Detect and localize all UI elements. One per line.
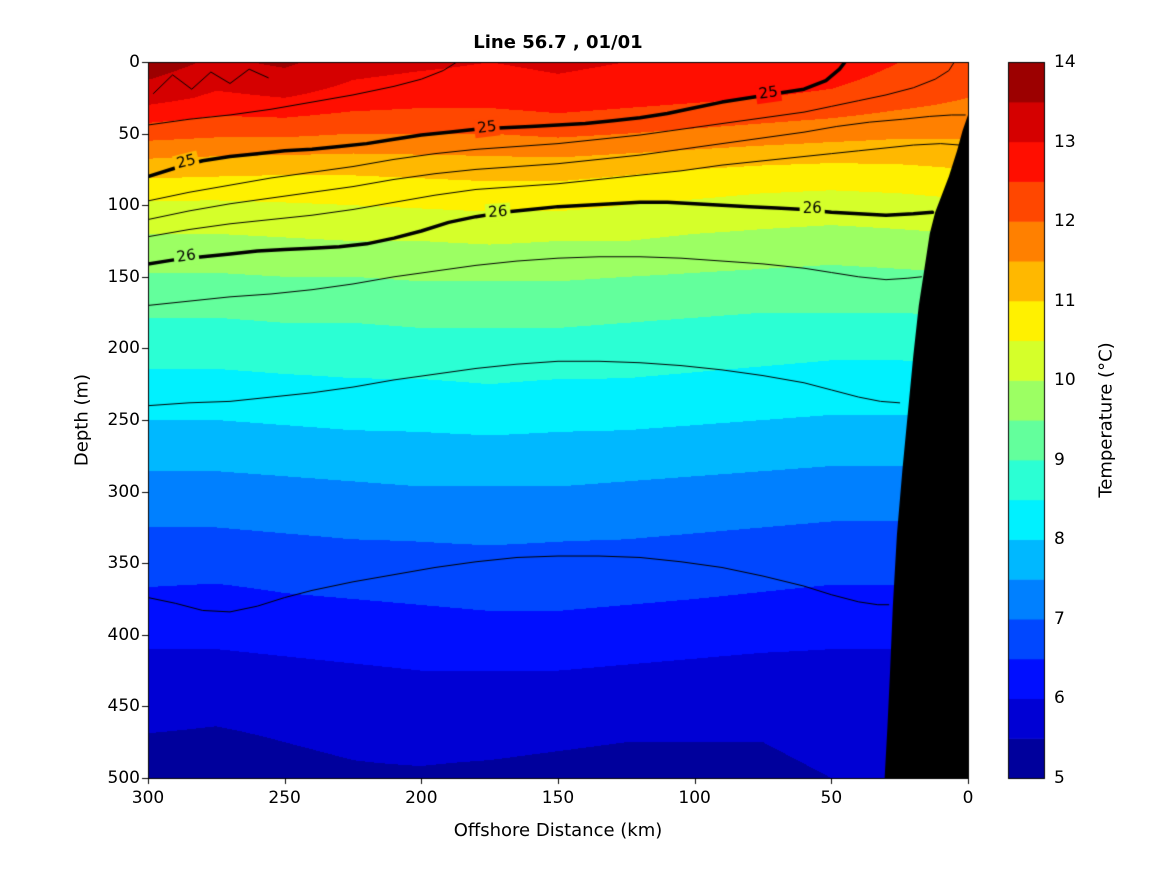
colorbar-tick-label: 13	[1054, 131, 1076, 152]
y-tick-label: 50	[118, 123, 140, 144]
x-axis-label: Offshore Distance (km)	[453, 820, 663, 841]
colorbar-tick-label: 9	[1054, 449, 1065, 470]
colorbar-tick-label: 10	[1054, 370, 1076, 391]
y-tick-label: 100	[107, 195, 140, 216]
x-tick-label: 150	[541, 788, 575, 808]
colorbar-tick-label: 8	[1054, 529, 1065, 550]
x-tick-label: 250	[268, 788, 301, 808]
colorbar-tick-label: 12	[1054, 211, 1076, 232]
colorbar-label: Temperature (°C)	[1095, 342, 1117, 498]
x-tick-label: 50	[820, 788, 843, 808]
chart-title: Line 56.7 , 01/01	[473, 32, 643, 53]
x-tick-label: 300	[131, 788, 165, 808]
x-tick-label: 100	[678, 788, 711, 808]
y-tick-label: 250	[107, 410, 140, 430]
y-tick-label: 300	[107, 481, 140, 502]
colorbar-tick-label: 6	[1054, 688, 1065, 709]
y-tick-label: 400	[107, 624, 140, 645]
x-tick-label: 0	[962, 788, 974, 808]
x-tick-label: 200	[405, 788, 438, 808]
colorbar-tick-label: 7	[1054, 608, 1065, 629]
y-tick-label: 200	[107, 338, 140, 359]
y-tick-label: 0	[129, 52, 140, 72]
colorbar-tick-label: 14	[1054, 52, 1076, 72]
y-tick-label: 450	[107, 696, 140, 717]
y-tick-label: 350	[107, 553, 140, 574]
colorbar-tick-label: 5	[1054, 768, 1065, 788]
y-tick-label: 500	[107, 768, 140, 788]
y-tick-label: 150	[107, 266, 140, 287]
colorbar-tick-label: 11	[1054, 290, 1076, 311]
